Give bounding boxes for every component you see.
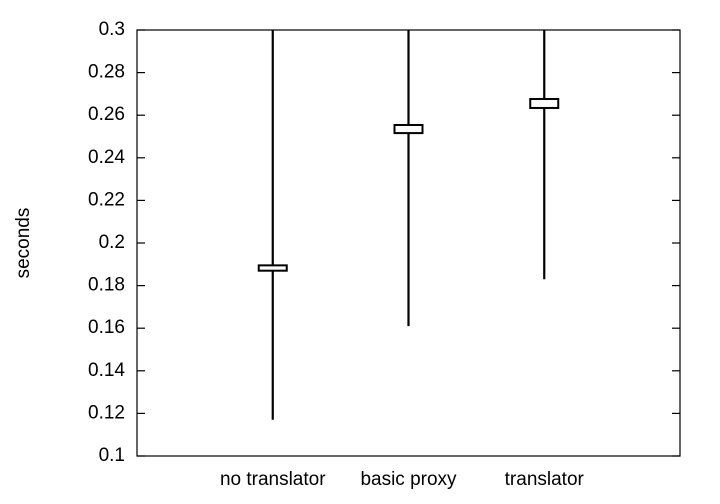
x-tick-label: no translator xyxy=(220,469,326,490)
y-tick-label: 0.24 xyxy=(88,147,125,168)
y-tick-label: 0.18 xyxy=(88,275,125,296)
y-tick-label: 0.1 xyxy=(99,445,125,466)
box xyxy=(393,123,424,135)
y-tick-label: 0.14 xyxy=(88,360,125,381)
x-tick-label: basic proxy xyxy=(360,469,457,490)
y-tick-label: 0.12 xyxy=(88,402,125,423)
y-axis-label: seconds xyxy=(13,208,34,279)
box xyxy=(529,98,560,109)
y-tick-label: 0.16 xyxy=(88,317,125,338)
y-tick-label: 0.26 xyxy=(88,104,125,125)
box xyxy=(257,264,288,272)
y-tick-label: 0.28 xyxy=(88,62,125,83)
x-tick-label: translator xyxy=(505,469,585,490)
y-tick-label: 0.22 xyxy=(88,189,125,210)
y-tick-label: 0.3 xyxy=(99,19,125,40)
y-tick-label: 0.2 xyxy=(99,232,125,253)
